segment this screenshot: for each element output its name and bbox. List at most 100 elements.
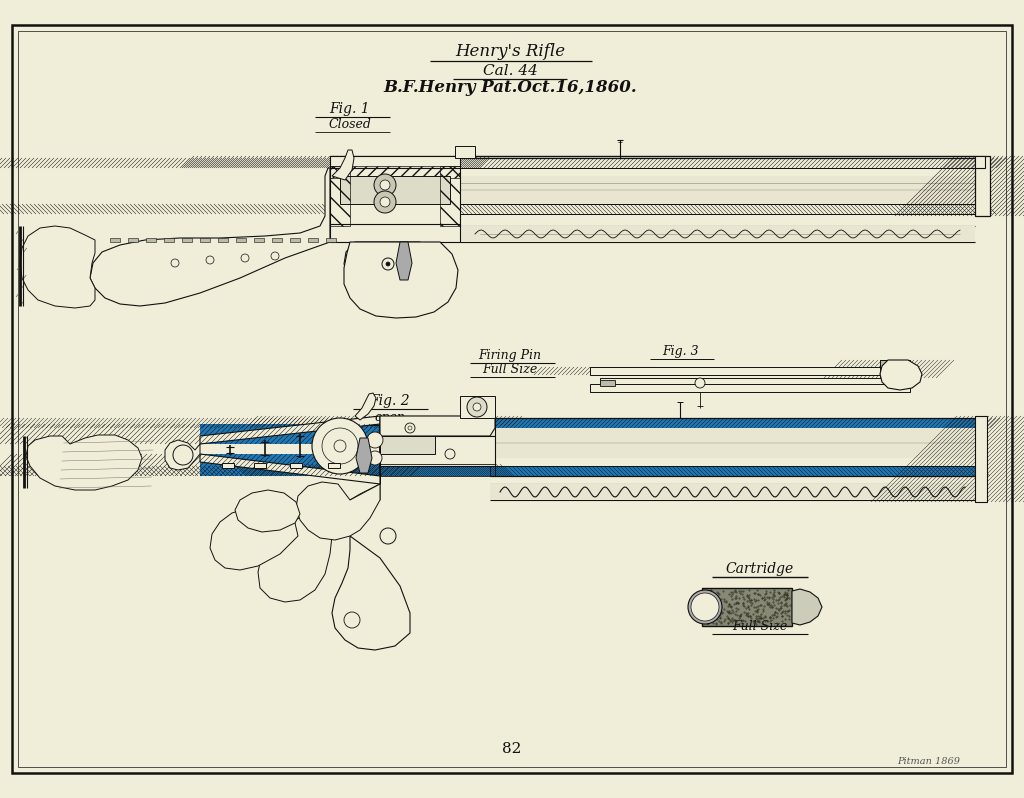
Circle shape bbox=[374, 191, 396, 213]
Circle shape bbox=[380, 180, 390, 190]
Bar bbox=[330, 166, 460, 178]
Bar bbox=[340, 176, 450, 204]
Bar bbox=[380, 436, 495, 466]
Bar bbox=[380, 464, 495, 476]
Circle shape bbox=[445, 449, 455, 459]
Bar bbox=[490, 466, 975, 476]
Bar bbox=[330, 168, 460, 226]
Circle shape bbox=[467, 397, 487, 417]
Circle shape bbox=[688, 590, 722, 624]
Polygon shape bbox=[355, 393, 376, 420]
Text: Fig. 3: Fig. 3 bbox=[662, 345, 698, 358]
Bar bbox=[490, 484, 975, 500]
Bar bbox=[702, 588, 792, 626]
Polygon shape bbox=[344, 242, 432, 287]
Bar bbox=[380, 464, 495, 476]
Bar bbox=[490, 466, 975, 476]
Polygon shape bbox=[90, 168, 330, 306]
Circle shape bbox=[691, 593, 719, 621]
Polygon shape bbox=[332, 150, 354, 180]
Circle shape bbox=[334, 440, 346, 452]
Circle shape bbox=[171, 259, 179, 267]
Bar bbox=[590, 384, 910, 392]
Bar bbox=[490, 428, 975, 458]
Circle shape bbox=[344, 612, 360, 628]
Bar bbox=[254, 463, 266, 468]
Bar bbox=[460, 396, 495, 418]
Bar bbox=[590, 367, 630, 375]
Circle shape bbox=[695, 378, 705, 388]
Polygon shape bbox=[110, 238, 120, 242]
Circle shape bbox=[367, 432, 383, 448]
Bar bbox=[975, 416, 987, 502]
Bar bbox=[290, 463, 302, 468]
Bar bbox=[590, 367, 910, 375]
Polygon shape bbox=[272, 238, 282, 242]
Circle shape bbox=[408, 426, 412, 430]
Polygon shape bbox=[396, 242, 412, 280]
Text: Fig. 1: Fig. 1 bbox=[330, 102, 371, 116]
Text: Pitman 1869: Pitman 1869 bbox=[897, 757, 961, 767]
Text: Firing Pin: Firing Pin bbox=[478, 349, 542, 362]
Polygon shape bbox=[344, 242, 458, 318]
Polygon shape bbox=[792, 589, 822, 625]
Polygon shape bbox=[880, 360, 922, 390]
Circle shape bbox=[271, 252, 279, 260]
Polygon shape bbox=[20, 226, 95, 308]
Polygon shape bbox=[26, 435, 142, 490]
Circle shape bbox=[241, 254, 249, 262]
Text: Full Size: Full Size bbox=[732, 620, 787, 633]
Circle shape bbox=[368, 451, 382, 465]
Bar bbox=[880, 360, 910, 378]
Bar bbox=[200, 454, 380, 476]
Bar bbox=[880, 360, 910, 378]
Bar bbox=[380, 416, 495, 426]
Bar bbox=[460, 226, 975, 242]
Bar bbox=[975, 156, 990, 216]
Polygon shape bbox=[128, 238, 138, 242]
Circle shape bbox=[380, 197, 390, 207]
Bar bbox=[328, 463, 340, 468]
Polygon shape bbox=[210, 508, 298, 570]
Polygon shape bbox=[890, 378, 908, 388]
Bar bbox=[490, 418, 975, 428]
Bar bbox=[380, 436, 435, 454]
Text: B.F.Henry Pat.Oct.16,1860.: B.F.Henry Pat.Oct.16,1860. bbox=[383, 79, 637, 96]
Text: 82: 82 bbox=[503, 742, 521, 756]
Bar bbox=[330, 224, 460, 242]
Text: Full Size: Full Size bbox=[482, 363, 538, 376]
Text: Henry's Rifle: Henry's Rifle bbox=[455, 43, 565, 60]
Polygon shape bbox=[164, 238, 174, 242]
Bar bbox=[455, 146, 475, 158]
Polygon shape bbox=[182, 238, 193, 242]
Bar bbox=[330, 156, 460, 168]
Text: open: open bbox=[375, 411, 406, 424]
Bar bbox=[975, 156, 990, 216]
Polygon shape bbox=[200, 454, 380, 484]
Circle shape bbox=[382, 258, 394, 270]
Polygon shape bbox=[200, 416, 380, 444]
Polygon shape bbox=[296, 482, 380, 540]
Text: Cartridge: Cartridge bbox=[726, 562, 795, 576]
Bar bbox=[460, 158, 980, 168]
Circle shape bbox=[386, 262, 390, 266]
Bar bbox=[200, 424, 380, 444]
Circle shape bbox=[312, 418, 368, 474]
Circle shape bbox=[206, 256, 214, 264]
Polygon shape bbox=[218, 238, 228, 242]
Polygon shape bbox=[308, 238, 318, 242]
Bar bbox=[490, 418, 975, 428]
Bar bbox=[975, 156, 985, 168]
Polygon shape bbox=[290, 238, 300, 242]
Bar bbox=[330, 166, 350, 226]
Polygon shape bbox=[165, 440, 200, 470]
Bar bbox=[600, 378, 890, 388]
Circle shape bbox=[380, 528, 396, 544]
Polygon shape bbox=[380, 416, 495, 436]
Circle shape bbox=[374, 174, 396, 196]
Polygon shape bbox=[234, 490, 300, 532]
Bar bbox=[460, 176, 980, 204]
Polygon shape bbox=[254, 238, 264, 242]
Text: Cal. 44: Cal. 44 bbox=[482, 64, 538, 78]
Bar bbox=[380, 416, 495, 436]
